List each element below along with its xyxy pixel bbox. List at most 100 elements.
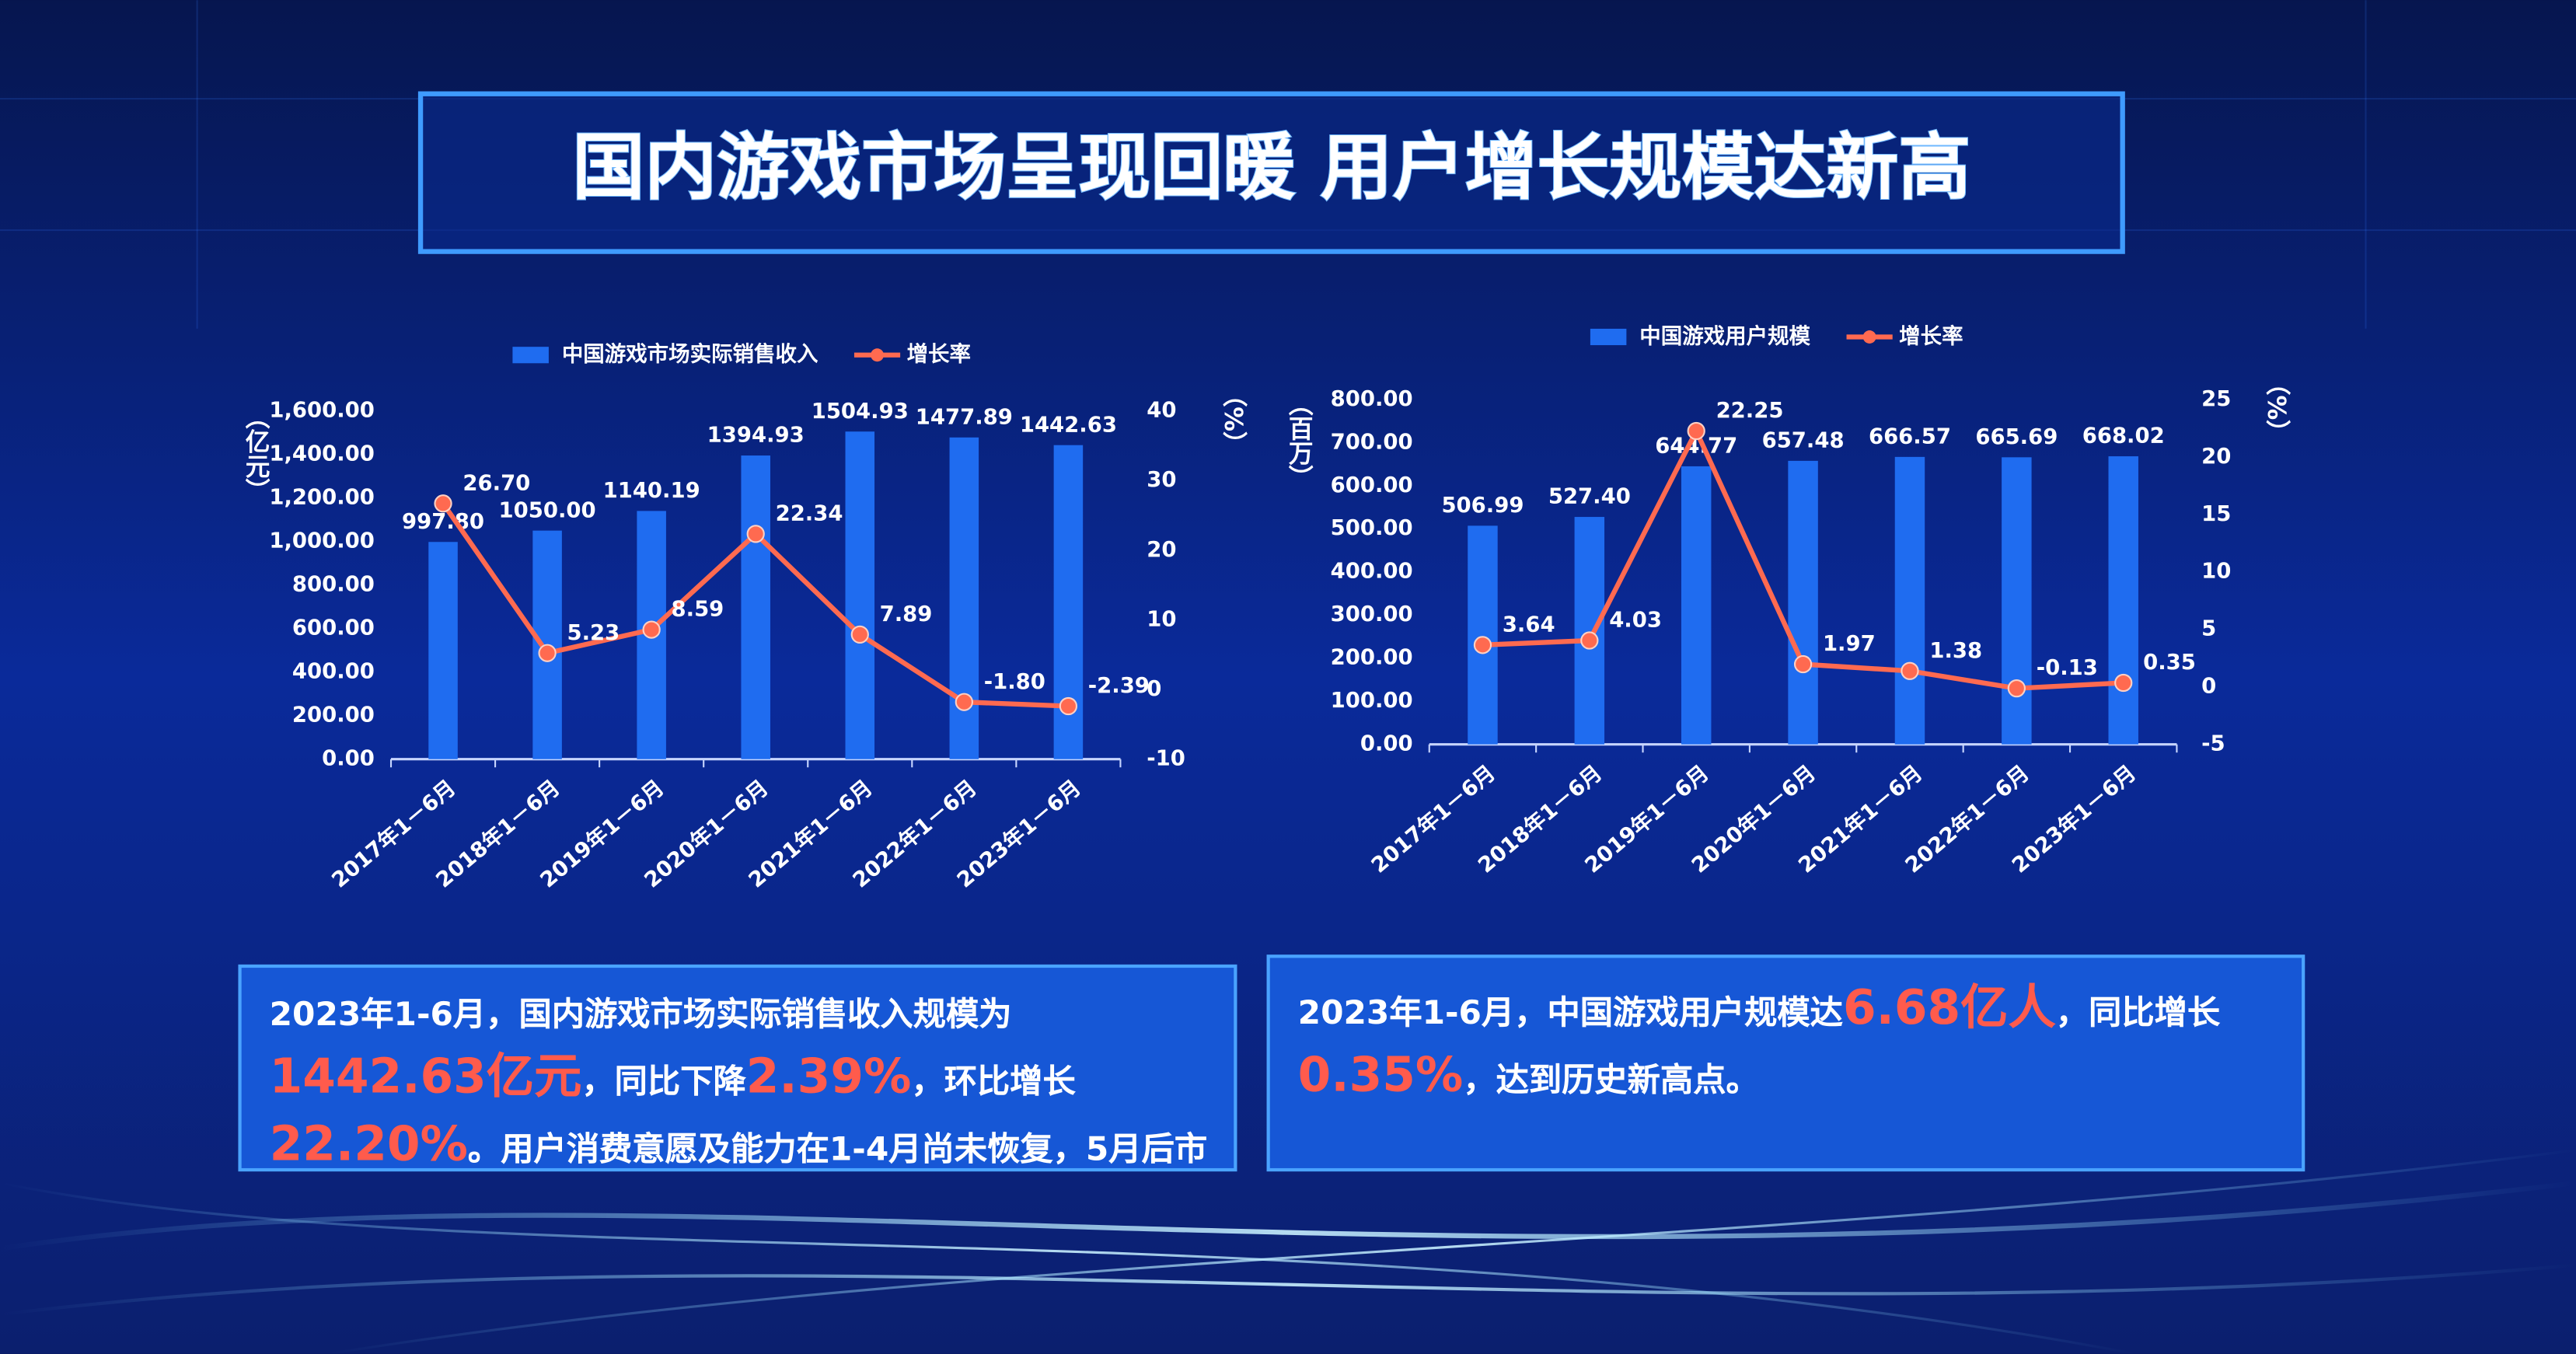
y2-axis-label: （%） (1219, 382, 1248, 456)
bar-value-label: 1394.93 (707, 424, 805, 448)
line-point (1473, 636, 1492, 654)
line-value-label: 1.97 (1823, 632, 1876, 656)
y2-tick-label: 40 (1147, 399, 1176, 423)
y-tick-label: 1,600.00 (269, 399, 375, 423)
y2-tick-label: 5 (2201, 617, 2216, 641)
y-axis-label: （百万） (1285, 391, 1314, 490)
note-highlight: 22.20% (269, 1115, 468, 1167)
y-tick-label: 200.00 (1331, 646, 1413, 670)
bar (1681, 466, 1712, 745)
bar-value-label: 1442.63 (1020, 413, 1117, 437)
line-value-label: 3.64 (1503, 612, 1555, 637)
line-point (955, 693, 973, 711)
bar-value-label: 1140.19 (603, 479, 700, 503)
line-point (1901, 661, 1919, 680)
bar (2002, 457, 2032, 745)
note-segment: 2023年1-6月，国内游戏市场实际销售收入规模为 (269, 993, 1012, 1034)
note-segment: ，同比下降 (581, 1061, 746, 1101)
note-highlight: 6.68亿人 (1842, 979, 2056, 1035)
line-point (850, 625, 869, 644)
y-tick-label: 500.00 (1331, 516, 1413, 540)
bar-value-label: 527.40 (1548, 485, 1631, 509)
note: 2023年1-6月，国内游戏市场实际销售收入规模为1442.63亿元，同比下降2… (246, 969, 1232, 1167)
bar-value-label: 997.80 (402, 510, 484, 534)
bar (845, 431, 875, 759)
line-value-label: 22.34 (776, 502, 843, 526)
note-segment: ，同比增长 (2055, 992, 2221, 1032)
y2-tick-label: 20 (2201, 445, 2231, 469)
note-segment: 。用户消费意愿及能力在1-4月尚未恢复，5月后市场收入出现较大增幅。 (467, 1129, 1208, 1167)
note-highlight: 0.35% (1297, 1046, 1464, 1103)
title-box (417, 91, 2125, 254)
line-point (538, 644, 557, 662)
y-tick-label: 800.00 (292, 573, 375, 597)
y2-tick-label: 0 (2201, 675, 2216, 699)
legend-swatch (871, 348, 884, 362)
y-tick-label: 800.00 (1331, 387, 1413, 411)
line-value-label: -2.39 (1088, 674, 1150, 698)
note-segment: 2023年1-6月，中国游戏用户规模达 (1297, 992, 1843, 1032)
legend-label: 中国游戏市场实际销售收入 (562, 342, 819, 367)
note-box (1266, 954, 2305, 1172)
line-value-label: -0.13 (2037, 656, 2098, 680)
y-tick-label: 700.00 (1331, 430, 1413, 454)
line-point (2114, 673, 2133, 693)
line-point (1580, 631, 1599, 650)
y2-tick-label: -5 (2201, 732, 2225, 756)
legend-swatch (512, 347, 549, 364)
legend-label: 增长率 (907, 342, 971, 367)
y-tick-label: 400.00 (1331, 560, 1413, 584)
bar-value-label: 1504.93 (812, 400, 909, 424)
note-highlight: 1442.63亿元 (269, 1048, 582, 1104)
y-tick-label: 0.00 (1360, 732, 1413, 756)
y-tick-label: 200.00 (292, 703, 375, 728)
y2-axis-label: （%） (2262, 371, 2291, 445)
note-text: 2023年1-6月，中国游戏用户规模达6.68亿人，同比增长 0.35%，达到历史… (1275, 963, 2297, 1167)
line-point (1687, 421, 1705, 441)
bar (741, 455, 770, 759)
line-point (746, 525, 765, 543)
legend-label: 增长率 (1899, 324, 1963, 349)
y-tick-label: 1,400.00 (269, 442, 375, 466)
bar (1788, 460, 1818, 745)
note-segment: ，达到历史新高点。 (1463, 1059, 1759, 1100)
line-point (642, 620, 661, 639)
y-tick-label: 100.00 (1331, 689, 1413, 713)
y-tick-label: 400.00 (292, 660, 375, 684)
light-streaks (0, 1149, 2576, 1354)
line-value-label: 22.25 (1716, 399, 1784, 423)
line-value-label: 8.59 (672, 598, 724, 622)
y2-tick-label: 10 (1147, 607, 1176, 631)
y-tick-label: 1,000.00 (269, 529, 375, 553)
line-point (1793, 654, 1813, 674)
y2-tick-label: 0 (1147, 677, 1161, 701)
legend-swatch (1862, 330, 1876, 344)
bar (1574, 517, 1605, 745)
y2-tick-label: 10 (2201, 560, 2231, 584)
note-segment: ，环比增长 (911, 1061, 1076, 1101)
y-tick-label: 600.00 (292, 616, 375, 640)
line-value-label: -1.80 (984, 670, 1045, 694)
legend-swatch (1590, 328, 1627, 346)
note: 2023年1-6月，中国游戏用户规模达6.68亿人，同比增长 0.35%，达到历史… (1275, 963, 2297, 1167)
line-value-label: 7.89 (880, 602, 933, 626)
line-point (1059, 696, 1078, 716)
y-tick-label: 600.00 (1331, 473, 1413, 497)
line-value-label: 1.38 (1929, 639, 1982, 663)
bar (1894, 456, 1925, 745)
y-tick-label: 300.00 (1331, 602, 1413, 626)
line-point (434, 494, 452, 513)
line-value-label: 26.70 (462, 471, 530, 495)
bar-value-label: 506.99 (1441, 494, 1524, 518)
y2-tick-label: 20 (1147, 538, 1176, 562)
line-point (2007, 679, 2026, 698)
line-value-label: 4.03 (1609, 609, 1662, 633)
y-tick-label: 0.00 (322, 747, 375, 771)
bar-value-label: 657.48 (1762, 429, 1845, 453)
title: 国内游戏市场呈现回暖 用户增长规模达新高 (572, 126, 1970, 210)
note-highlight: 2.39% (745, 1048, 912, 1104)
note-text: 2023年1-6月，国内游戏市场实际销售收入规模为1442.63亿元，同比下降2… (246, 969, 1232, 1167)
y2-tick-label: 30 (1147, 468, 1176, 492)
